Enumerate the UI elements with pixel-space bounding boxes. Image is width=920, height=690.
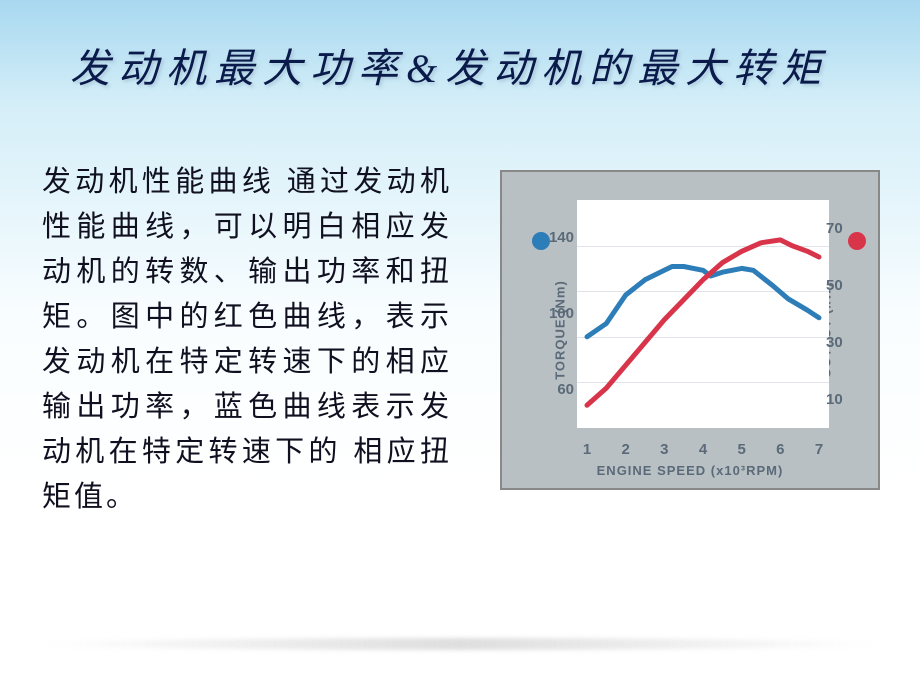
y-right-tick: 30 xyxy=(826,334,848,351)
y-left-tick: 140 xyxy=(548,229,574,246)
y-left-tick: 60 xyxy=(548,381,574,398)
y-right-tick: 10 xyxy=(826,391,848,408)
x-axis-label: ENGINE SPEED (x10³RPM) xyxy=(502,463,878,478)
body-paragraph: 发动机性能曲线 通过发动机性能曲线，可以明白相应发动机的转数、输出功率和扭矩。图… xyxy=(42,160,452,520)
x-tick: 1 xyxy=(577,441,597,458)
y-left-tick: 100 xyxy=(548,305,574,322)
plot-area xyxy=(577,200,829,428)
chart-svg xyxy=(577,200,829,428)
x-tick: 2 xyxy=(616,441,636,458)
y-right-tick: 50 xyxy=(826,277,848,294)
slide-title: 发动机最大功率&发动机的最大转矩 xyxy=(70,36,880,94)
x-tick: 5 xyxy=(732,441,752,458)
y-axis-left-label: TORQUE (Nm) xyxy=(552,280,567,380)
x-tick: 3 xyxy=(654,441,674,458)
footer-shadow xyxy=(40,638,880,650)
output-legend-dot xyxy=(848,232,866,250)
engine-performance-chart: TORQUE (Nm) OUTPUT (kW) ENGINE SPEED (x1… xyxy=(500,170,880,490)
y-right-tick: 70 xyxy=(826,220,848,237)
x-tick: 6 xyxy=(770,441,790,458)
x-tick: 4 xyxy=(693,441,713,458)
x-tick: 7 xyxy=(809,441,829,458)
